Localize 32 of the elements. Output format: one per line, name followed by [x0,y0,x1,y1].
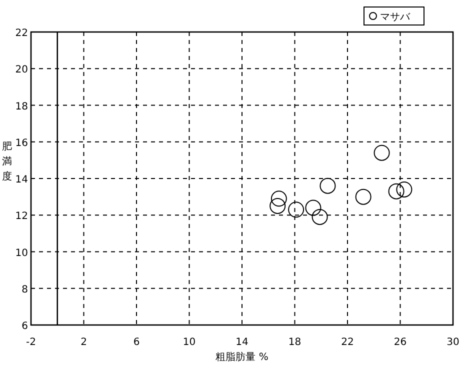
y-axis-title: 肥満度 [2,142,12,182]
y-tick-label: 20 [15,64,28,76]
point [388,183,404,200]
y-tick-label: 18 [15,101,28,112]
y-tick-label: 6 [22,321,28,332]
y-tick-label: 8 [22,284,28,296]
y-tick-label: 14 [15,174,28,186]
y-tick-label: 10 [15,248,28,259]
x-tick-label: 22 [341,337,354,348]
y-tick-label: 16 [15,138,28,149]
x-tick-label: 2 [80,337,87,348]
y-tick-label: 12 [15,211,28,222]
point [320,178,336,194]
point [374,144,390,161]
point [270,190,287,207]
point [355,188,372,205]
x-tick-label: 14 [236,337,248,348]
x-tick-label: 6 [133,337,140,348]
x-tick-label: 18 [288,337,302,348]
legend: マサバ [364,6,424,26]
point [312,208,328,225]
point [270,198,286,214]
x-tick-label: -2 [26,337,36,348]
x-axis-title: 粗脂肪量 % [216,351,268,363]
point [305,200,322,216]
x-tick-label: 10 [182,337,196,348]
point [396,181,412,198]
y-tick-label: 22 [15,28,28,39]
point [288,202,304,218]
x-tick-label: 26 [394,337,407,348]
legend-label: マサバ [380,12,411,23]
x-tick-label: 30 [446,337,460,348]
